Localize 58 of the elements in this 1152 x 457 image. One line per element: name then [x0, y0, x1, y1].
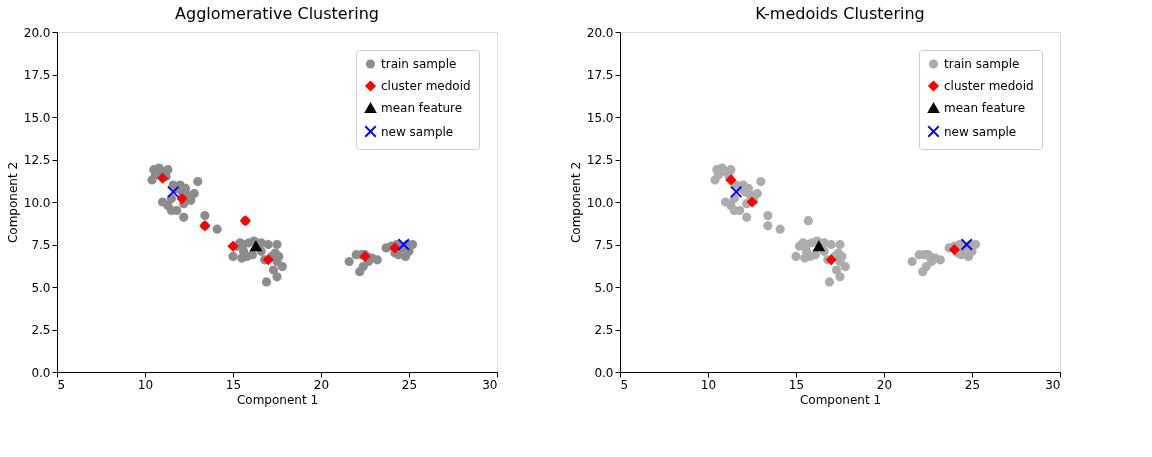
legend-label: new sample: [944, 124, 1017, 139]
point: [227, 241, 239, 252]
y-tick-label: 7.5: [31, 238, 51, 252]
y-axis-title: Component 2: [568, 161, 583, 244]
y-tick-label: 10.0: [23, 195, 51, 210]
point: [826, 254, 837, 265]
x-tick-label: 15: [788, 377, 805, 392]
x-tick-label: 15: [225, 377, 242, 392]
y-axis-title: Component 2: [5, 161, 20, 244]
x-tick-label: 10: [700, 377, 717, 392]
y-tick-label: 15.0: [23, 110, 51, 125]
point: [960, 238, 973, 251]
point: [397, 238, 410, 251]
legend-label: mean feature: [944, 101, 1026, 115]
point: [813, 241, 825, 252]
y-tick-label: 12.5: [586, 153, 614, 167]
y-tick-label: 10.0: [586, 195, 614, 210]
y-tick-label: 15.0: [586, 110, 614, 125]
y-tick-label: 5.0: [594, 280, 614, 295]
x-tick-label: 5: [620, 377, 629, 392]
legend-label: new sample: [381, 124, 454, 139]
y-tick-label: 7.5: [594, 238, 614, 252]
x-tick-label: 20: [313, 377, 330, 392]
point: [949, 244, 960, 255]
point: [157, 173, 168, 184]
x-tick-label: 30: [1045, 377, 1061, 392]
point: [725, 174, 737, 186]
chart-title: Agglomerative Clustering: [175, 4, 379, 23]
point: [167, 185, 180, 198]
legend-label: cluster medoid: [944, 79, 1034, 93]
legend-label: cluster medoid: [381, 79, 471, 93]
chart-title: K-medoids Clustering: [755, 4, 925, 23]
legend-label: train sample: [944, 57, 1020, 71]
y-tick-label: 2.5: [594, 323, 614, 337]
point: [263, 254, 274, 265]
legend-label: mean feature: [381, 101, 463, 115]
point: [176, 193, 188, 204]
x-tick-label: 25: [964, 377, 981, 392]
y-tick-label: 17.5: [586, 68, 614, 82]
y-tick-label: 20.0: [586, 25, 614, 40]
y-tick-label: 12.5: [23, 153, 51, 167]
x-tick-label: 30: [482, 377, 498, 392]
point: [250, 241, 262, 252]
y-tick-label: 17.5: [23, 68, 51, 82]
x-tick-label: 10: [137, 377, 154, 392]
x-tick-label: 25: [401, 377, 418, 392]
x-tick-label: 5: [57, 377, 66, 392]
x-axis-title: Component 1: [236, 392, 319, 407]
legend-label: train sample: [381, 57, 457, 71]
point: [730, 185, 743, 198]
x-axis-title: Component 1: [799, 392, 882, 407]
y-tick-label: 5.0: [31, 280, 51, 295]
y-tick-label: 0.0: [31, 365, 51, 380]
y-tick-label: 20.0: [23, 25, 51, 40]
y-tick-label: 2.5: [31, 323, 51, 337]
y-tick-label: 0.0: [594, 365, 614, 380]
point: [389, 242, 401, 254]
x-tick-label: 20: [876, 377, 893, 392]
